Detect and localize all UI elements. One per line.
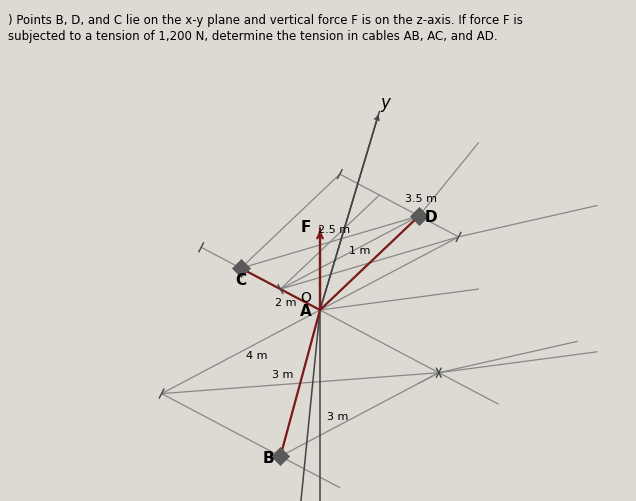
Text: 4 m: 4 m	[246, 351, 268, 361]
Text: C: C	[235, 273, 246, 288]
Text: 2 m: 2 m	[275, 298, 296, 308]
Text: D: D	[425, 210, 438, 225]
Text: O: O	[301, 291, 312, 305]
Text: 1 m: 1 m	[349, 246, 370, 256]
Text: B: B	[263, 451, 274, 466]
Text: A: A	[300, 305, 312, 320]
Text: subjected to a tension of 1,200 N, determine the tension in cables AB, AC, and A: subjected to a tension of 1,200 N, deter…	[8, 30, 497, 43]
Text: ) Points B, D, and C lie on the x-y plane and vertical force F is on the z-axis.: ) Points B, D, and C lie on the x-y plan…	[8, 14, 523, 27]
Text: 3.5 m: 3.5 m	[405, 194, 437, 204]
Text: F: F	[301, 220, 311, 235]
Text: 3 m: 3 m	[272, 370, 293, 380]
Text: 3 m: 3 m	[327, 411, 349, 421]
Text: y: y	[380, 94, 391, 112]
Text: 2.5 m: 2.5 m	[318, 224, 350, 234]
